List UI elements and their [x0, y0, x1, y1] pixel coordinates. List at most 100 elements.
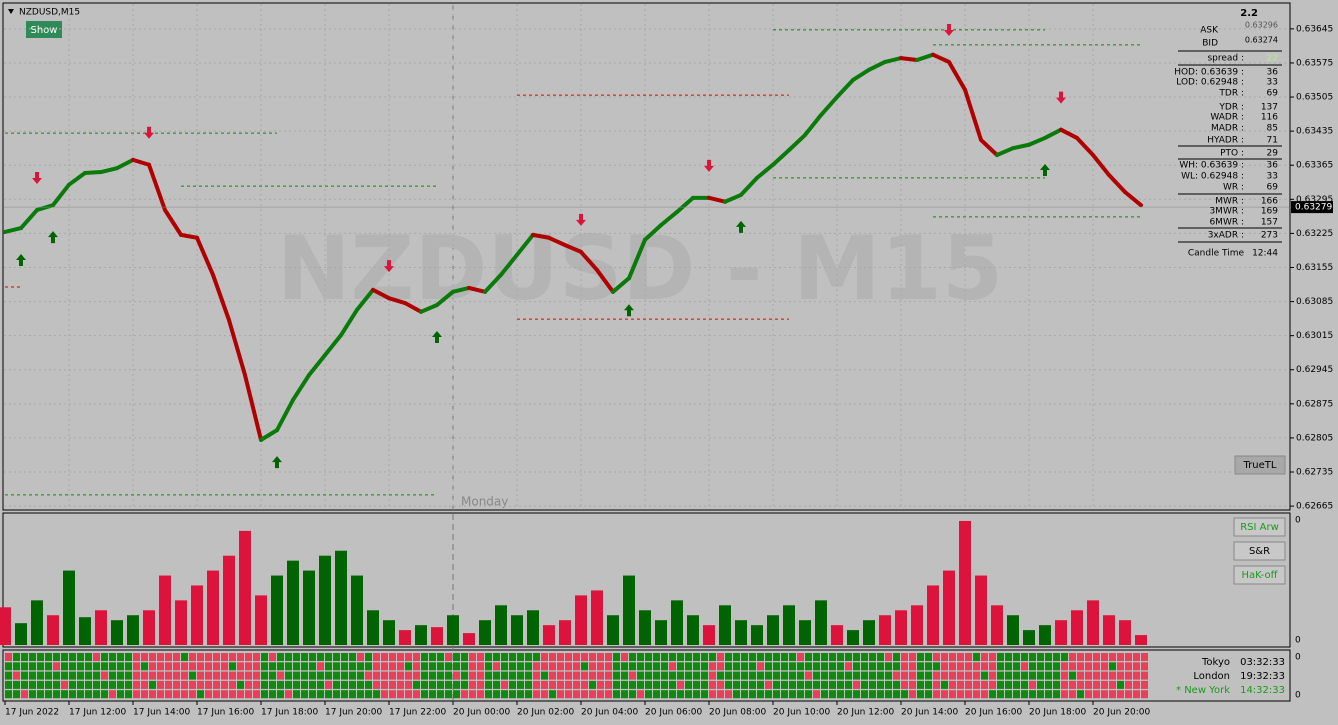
heatmap-cell [885, 662, 892, 671]
heatmap-cell [949, 662, 956, 671]
heatmap-cell [861, 662, 868, 671]
heatmap-cell [749, 653, 756, 661]
x-tick-label: 20 Jun 08:00 [709, 708, 766, 718]
heatmap-cell [621, 680, 628, 689]
side-button-label[interactable]: S&R [1249, 546, 1270, 557]
heatmap-cell [301, 690, 308, 699]
heatmap-cell [869, 671, 876, 680]
heatmap-cell [989, 662, 996, 671]
heatmap-cell [1021, 671, 1028, 680]
side-button[interactable] [1233, 541, 1286, 561]
heatmap-cell [101, 690, 108, 699]
heatmap-cell [533, 680, 540, 689]
heatmap-cell [445, 653, 452, 661]
heatmap-cell [821, 671, 828, 680]
price-line-segment [531, 232, 551, 240]
heatmap-cell [229, 671, 236, 680]
side-button-label[interactable]: RSI Arw [1240, 522, 1279, 533]
volume-bar [1119, 620, 1131, 645]
heatmap-cell [429, 653, 436, 661]
x-tick-label: 17 Jun 20:00 [325, 708, 382, 718]
heatmap-cell [653, 671, 660, 680]
heatmap-cell [125, 671, 132, 680]
heatmap-cell [565, 671, 572, 680]
heatmap-cell [1125, 680, 1132, 689]
heatmap-cell [493, 653, 500, 661]
heatmap-cell [541, 690, 548, 699]
heatmap-cell [701, 671, 708, 680]
heatmap-cell [677, 653, 684, 661]
truetl-button[interactable] [1234, 455, 1286, 475]
heatmap-cell [45, 653, 52, 661]
heatmap-cell [517, 671, 524, 680]
heatmap-cell [1101, 671, 1108, 680]
heatmap-cell [1141, 653, 1148, 661]
heatmap-cell [797, 662, 804, 671]
side-button-label[interactable]: HaK-off [1242, 570, 1279, 581]
heatmap-cell [813, 690, 820, 699]
heatmap-cell [285, 680, 292, 689]
heatmap-cell [645, 662, 652, 671]
heatmap-cell [957, 671, 964, 680]
truetl-button-label[interactable]: TrueTL [1243, 460, 1277, 471]
info-value: 166 [1261, 197, 1278, 207]
heatmap-cell [85, 690, 92, 699]
heatmap-cell [357, 680, 364, 689]
heatmap-cell [333, 671, 340, 680]
heatmap-cell [845, 690, 852, 699]
heatmap-cell [693, 690, 700, 699]
heatmap-cell [13, 680, 20, 689]
watermark: NZDUSD - M15 [277, 217, 1003, 320]
volume-bar [271, 575, 283, 645]
heatmap-cell [1109, 671, 1116, 680]
heatmap-cell [261, 680, 268, 689]
sell-arrow [384, 260, 394, 273]
side-button[interactable] [1233, 517, 1286, 537]
heatmap-cell [765, 671, 772, 680]
price-line-segment [323, 333, 343, 358]
heatmap-cell [85, 653, 92, 661]
heatmap-cell [173, 671, 180, 680]
menu-arrow[interactable] [8, 9, 14, 14]
heatmap-cell [717, 690, 724, 699]
heatmap-cell [197, 653, 204, 661]
heatmap-cell [1117, 662, 1124, 671]
info-value: 36 [1267, 161, 1279, 171]
heatmap-cell [477, 671, 484, 680]
heatmap-cell [1045, 653, 1052, 661]
volume-bar [415, 625, 427, 645]
price-line-segment [1043, 127, 1063, 140]
price-line-segment [355, 287, 375, 312]
show-button-label[interactable]: Show [31, 25, 58, 36]
heatmap-cell [141, 653, 148, 661]
heatmap-cell [93, 680, 100, 689]
volume-bar [367, 610, 379, 645]
heatmap-cell [309, 690, 316, 699]
heatmap-cell [317, 662, 324, 671]
x-tick-label: 17 Jun 14:00 [133, 708, 190, 718]
heatmap-cell [893, 653, 900, 661]
heatmap-cell [909, 671, 916, 680]
heatmap-cell [485, 680, 492, 689]
volume-bar [943, 570, 955, 645]
volume-bar [1055, 620, 1067, 645]
price-line-segment [99, 166, 119, 175]
price-line-segment [67, 171, 87, 187]
heatmap-cell [133, 690, 140, 699]
heatmap-cell [685, 690, 692, 699]
heatmap-cell [909, 662, 916, 671]
show-button[interactable] [26, 21, 62, 38]
heatmap-cell [837, 680, 844, 689]
heatmap-cell [149, 690, 156, 699]
heatmap-cell [565, 680, 572, 689]
volume-bar [1039, 625, 1051, 645]
heatmap-cell [341, 680, 348, 689]
heatmap-cell [965, 680, 972, 689]
heatmap-cell [573, 671, 580, 680]
heatmap-cell [437, 690, 444, 699]
heatmap-cell [181, 671, 188, 680]
heatmap-cell [365, 690, 372, 699]
heatmap-cell [757, 671, 764, 680]
side-button[interactable] [1233, 565, 1286, 585]
heatmap-cell [29, 662, 36, 671]
